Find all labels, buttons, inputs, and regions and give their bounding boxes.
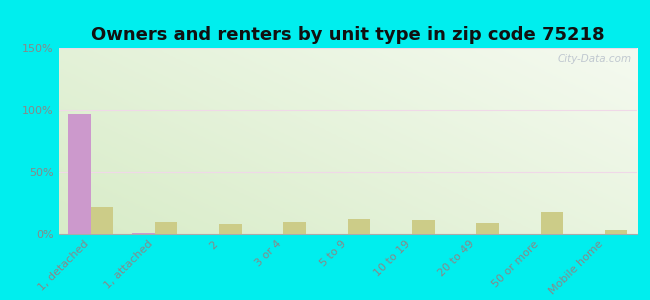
Bar	[133, 233, 155, 234]
Bar	[90, 207, 113, 234]
Bar	[348, 219, 370, 234]
Title: Owners and renters by unit type in zip code 75218: Owners and renters by unit type in zip c…	[91, 26, 604, 44]
Bar	[412, 220, 434, 234]
Bar	[605, 230, 627, 234]
Bar	[476, 223, 499, 234]
Bar	[541, 212, 563, 234]
Bar	[155, 222, 177, 234]
Bar	[283, 222, 306, 234]
Bar	[68, 114, 90, 234]
Text: City-Data.com: City-Data.com	[557, 54, 631, 64]
Bar	[219, 224, 242, 234]
